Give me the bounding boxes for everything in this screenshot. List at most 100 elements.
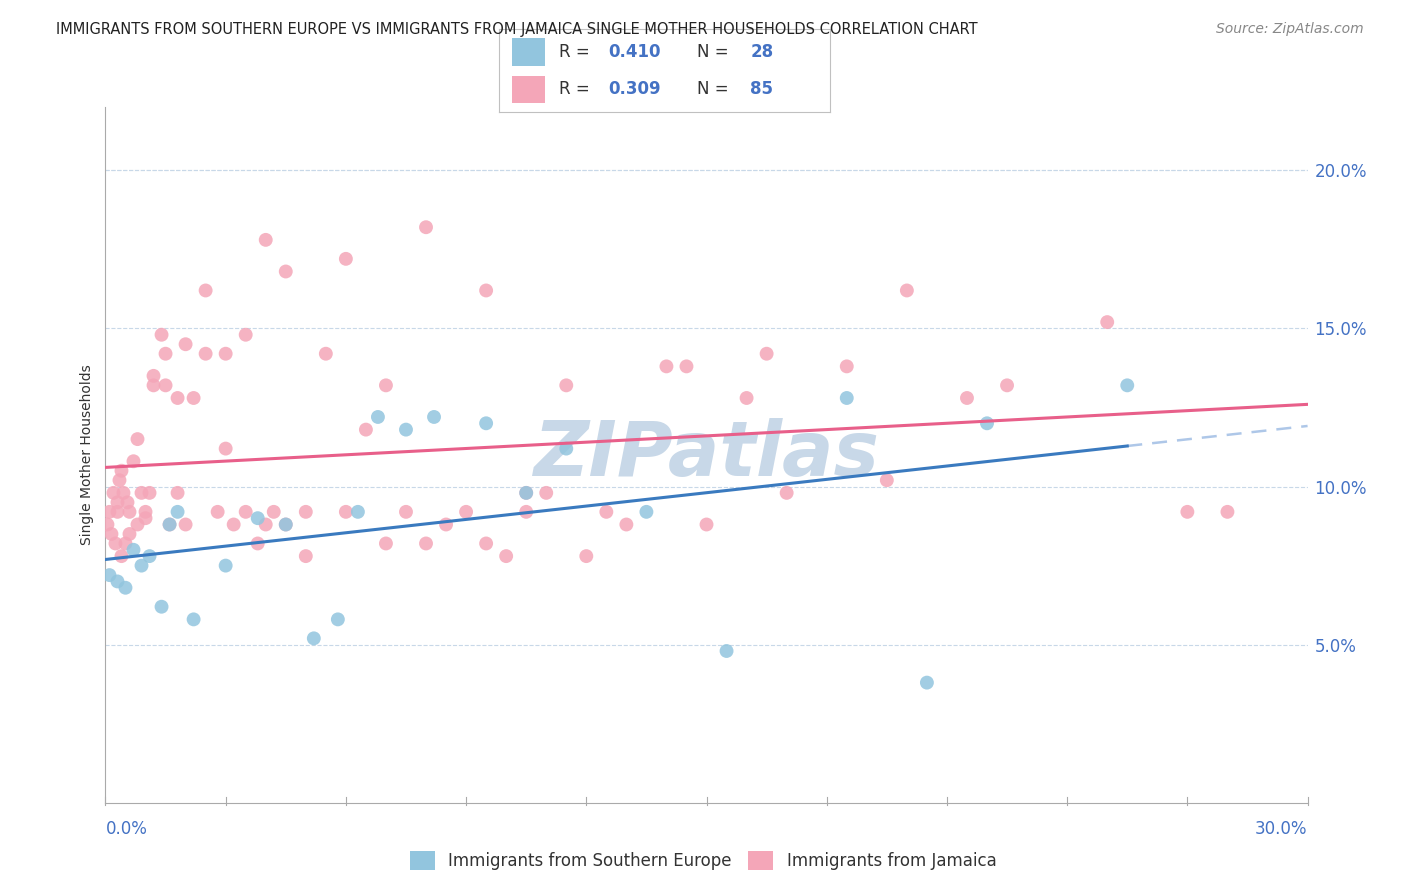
Point	[98, 568, 121, 582]
Point	[194, 284, 217, 298]
Point	[235, 505, 257, 519]
Point	[254, 233, 277, 247]
Point	[475, 417, 498, 431]
Point	[395, 505, 418, 519]
Point	[475, 536, 498, 550]
Text: 28: 28	[751, 43, 773, 61]
Point	[142, 378, 165, 392]
Text: 0.410: 0.410	[609, 43, 661, 61]
Text: 30.0%: 30.0%	[1256, 820, 1308, 838]
Point	[335, 505, 357, 519]
Point	[254, 517, 277, 532]
Point	[110, 549, 132, 563]
Point	[108, 473, 131, 487]
Point	[274, 264, 297, 278]
Point	[1175, 505, 1198, 519]
Point	[142, 368, 165, 383]
Point	[138, 549, 160, 563]
Point	[155, 347, 177, 361]
Point	[150, 599, 173, 614]
Point	[616, 517, 638, 532]
Point	[415, 220, 437, 235]
Point	[1216, 505, 1239, 519]
Point	[112, 486, 135, 500]
Point	[222, 517, 245, 532]
Point	[138, 486, 160, 500]
Point	[374, 378, 398, 392]
Legend: Immigrants from Southern Europe, Immigrants from Jamaica: Immigrants from Southern Europe, Immigra…	[404, 844, 1002, 877]
Point	[166, 486, 188, 500]
Point	[876, 473, 898, 487]
Point	[755, 347, 778, 361]
Point	[295, 505, 318, 519]
Point	[326, 612, 349, 626]
Point	[575, 549, 598, 563]
Point	[135, 505, 157, 519]
Point	[367, 409, 389, 424]
Point	[114, 536, 136, 550]
Point	[374, 536, 398, 550]
Point	[302, 632, 325, 646]
Point	[98, 505, 121, 519]
Point	[415, 536, 437, 550]
Point	[183, 612, 205, 626]
Point	[127, 517, 149, 532]
Point	[107, 505, 129, 519]
Point	[207, 505, 229, 519]
Text: 0.0%: 0.0%	[105, 820, 148, 838]
Point	[246, 511, 269, 525]
Point	[295, 549, 318, 563]
Text: IMMIGRANTS FROM SOUTHERN EUROPE VS IMMIGRANTS FROM JAMAICA SINGLE MOTHER HOUSEHO: IMMIGRANTS FROM SOUTHERN EUROPE VS IMMIG…	[56, 22, 977, 37]
Point	[135, 511, 157, 525]
Point	[114, 581, 136, 595]
Point	[555, 378, 578, 392]
Point	[174, 337, 197, 351]
Point	[1097, 315, 1119, 329]
Point	[183, 391, 205, 405]
Point	[194, 347, 217, 361]
Point	[354, 423, 377, 437]
Point	[956, 391, 979, 405]
Point	[976, 417, 998, 431]
Point	[107, 495, 129, 509]
Point	[696, 517, 718, 532]
Point	[534, 486, 557, 500]
Point	[515, 486, 537, 500]
Point	[274, 517, 297, 532]
Point	[127, 432, 149, 446]
Point	[117, 495, 139, 509]
Point	[122, 542, 145, 557]
Point	[434, 517, 457, 532]
Point	[131, 486, 153, 500]
Point	[995, 378, 1018, 392]
Point	[263, 505, 285, 519]
Point	[915, 675, 938, 690]
Point	[315, 347, 337, 361]
Text: R =: R =	[558, 80, 595, 98]
Point	[96, 517, 118, 532]
Point	[423, 409, 446, 424]
Point	[131, 558, 153, 573]
Point	[103, 486, 125, 500]
Text: Source: ZipAtlas.com: Source: ZipAtlas.com	[1216, 22, 1364, 37]
Point	[118, 505, 141, 519]
Point	[675, 359, 697, 374]
Point	[166, 505, 188, 519]
Point	[395, 423, 418, 437]
Point	[214, 442, 236, 456]
Point	[515, 505, 537, 519]
Point	[166, 391, 188, 405]
Point	[150, 327, 173, 342]
Point	[776, 486, 799, 500]
Text: 0.309: 0.309	[609, 80, 661, 98]
Point	[555, 442, 578, 456]
Point	[104, 536, 127, 550]
Point	[122, 454, 145, 468]
Text: R =: R =	[558, 43, 595, 61]
Point	[456, 505, 478, 519]
Point	[159, 517, 181, 532]
Point	[655, 359, 678, 374]
Text: 85: 85	[751, 80, 773, 98]
Point	[515, 486, 537, 500]
Point	[335, 252, 357, 266]
